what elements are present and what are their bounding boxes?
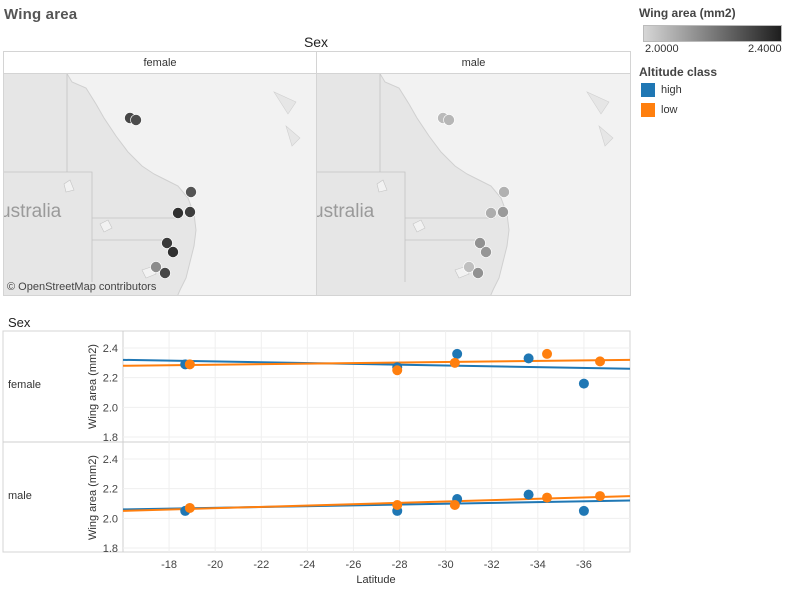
y-tick-label: 2.4 <box>103 343 118 355</box>
map-point <box>161 237 173 249</box>
data-point-low <box>392 499 403 510</box>
y-axis-label: Wing area (mm2) <box>87 455 99 540</box>
row-label-male: male <box>8 490 32 502</box>
map-female[interactable]: ustralia <box>4 74 316 295</box>
data-point-low <box>542 492 553 503</box>
map-panel-label: male <box>317 52 630 74</box>
map-point <box>474 237 486 249</box>
map-lake <box>376 179 470 279</box>
map-point <box>172 207 184 219</box>
map-male[interactable]: ustralia <box>317 74 630 295</box>
x-tick-label: -24 <box>299 559 315 571</box>
data-point-low <box>184 359 195 370</box>
map-point <box>485 207 497 219</box>
map-point <box>443 114 455 126</box>
data-point-low <box>542 348 553 359</box>
legend-label: high <box>661 84 682 96</box>
data-point-high <box>578 505 589 516</box>
map-point <box>130 114 142 126</box>
scatter-plot[interactable]: 2.4 2.2 2.0 1.8 Wing area (mm2) female 2.4 2.2 2… <box>0 328 634 590</box>
page-title: Wing area <box>4 6 78 23</box>
x-tick-label: -20 <box>207 559 223 571</box>
data-point-high <box>523 489 534 500</box>
map-point <box>472 267 484 279</box>
map-point <box>150 261 162 273</box>
x-tick-label: -18 <box>161 559 177 571</box>
data-point-low <box>184 502 195 513</box>
map-point <box>498 186 510 198</box>
x-tick-label: -28 <box>392 559 408 571</box>
map-state-border <box>317 74 495 282</box>
x-tick-label: -26 <box>346 559 362 571</box>
map-point <box>167 246 179 258</box>
row-label-female: female <box>8 379 41 391</box>
map-panel-label: female <box>4 52 316 74</box>
x-tick-label: -22 <box>253 559 269 571</box>
x-tick-label: -32 <box>484 559 500 571</box>
map-point <box>184 206 196 218</box>
data-point-high <box>578 378 589 389</box>
map-attribution[interactable]: © OpenStreetMap contributors <box>7 281 157 293</box>
data-point-high <box>523 353 534 364</box>
legend-swatch-low <box>641 103 655 117</box>
data-point-low <box>595 356 606 367</box>
map-state-border <box>4 74 182 282</box>
data-point-high <box>452 348 463 359</box>
y-axis-label: Wing area (mm2) <box>87 344 99 429</box>
data-point-low <box>392 365 403 376</box>
colorscale-max-label: 2.4000 <box>748 43 782 55</box>
data-point-low <box>449 357 460 368</box>
y-tick-label: 2.2 <box>103 373 118 385</box>
map-country-label: ustralia <box>4 201 62 222</box>
x-tick-label: -34 <box>530 559 546 571</box>
y-tick-label: 2.0 <box>103 402 118 414</box>
x-axis-label: Latitude <box>356 574 395 586</box>
trend-line-low <box>122 358 631 367</box>
map-point <box>497 206 509 218</box>
map-column-header: Sex <box>303 34 329 50</box>
map-panel-male[interactable]: male ustralia <box>316 51 631 296</box>
legend-swatch-high <box>641 83 655 97</box>
data-point-low <box>595 491 606 502</box>
x-tick-label: -36 <box>576 559 592 571</box>
scatter-row-header: Sex <box>8 315 31 330</box>
map-island <box>586 91 614 147</box>
trend-line-high <box>122 358 631 370</box>
data-point-low <box>449 499 460 510</box>
y-tick-label: 1.8 <box>103 432 118 444</box>
x-tick-label: -30 <box>438 559 454 571</box>
y-tick-label: 1.8 <box>103 543 118 555</box>
trend-line-low <box>122 495 631 512</box>
colorscale-legend-title: Wing area (mm2) <box>639 6 736 20</box>
map-country-label: ustralia <box>317 201 375 222</box>
map-panel-female[interactable]: female ustralia © OpenStreetMap contribu… <box>3 51 317 296</box>
y-tick-label: 2.2 <box>103 484 118 496</box>
map-point <box>463 261 475 273</box>
map-point <box>159 267 171 279</box>
y-tick-label: 2.0 <box>103 513 118 525</box>
map-point <box>185 186 197 198</box>
y-tick-label: 2.4 <box>103 454 118 466</box>
legend-label: low <box>661 104 678 116</box>
map-point <box>480 246 492 258</box>
map-island <box>273 91 301 147</box>
colorscale-gradient[interactable] <box>643 25 782 42</box>
altitude-legend-title: Altitude class <box>639 65 718 79</box>
map-lake <box>63 179 157 279</box>
colorscale-min-label: 2.0000 <box>645 43 679 55</box>
